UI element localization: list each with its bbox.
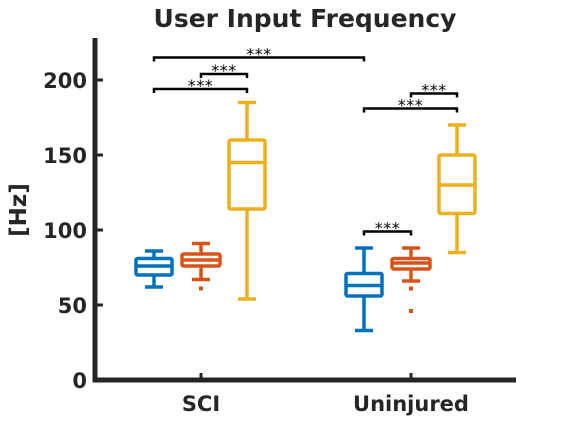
significance-label: *** [246, 45, 272, 64]
box-sci-3 [227, 100, 267, 301]
bracket-line [152, 87, 249, 93]
bracket-line [409, 92, 459, 98]
bracket-line [362, 107, 459, 113]
significance-label: *** [211, 61, 237, 80]
x-tick-label: SCI [182, 392, 220, 416]
x-tick-label: Uninjured [353, 392, 469, 416]
y-tick-label: 150 [43, 144, 87, 168]
chart-title: User Input Frequency [154, 4, 457, 33]
bracket-line [199, 72, 249, 78]
significance-bracket: *** [152, 76, 249, 95]
bracket-line [362, 230, 413, 236]
box-sci-2 [180, 241, 222, 291]
box-uninjured-3 [437, 123, 477, 255]
box-uninjured-1 [344, 246, 384, 333]
significance-label: *** [375, 219, 401, 238]
y-axis-label: [Hz] [6, 183, 32, 237]
significance-label: *** [421, 81, 447, 100]
significance-bracket: *** [362, 96, 459, 115]
significance-label: *** [398, 96, 424, 115]
outlier-point [199, 286, 203, 291]
outlier-point [409, 309, 413, 313]
bracket-line [152, 56, 366, 62]
significance-bracket: *** [199, 61, 249, 80]
significance-bracket: *** [362, 219, 413, 238]
box-uninjured-2 [390, 246, 432, 313]
significance-bracket: *** [409, 81, 459, 100]
box-sci-1 [134, 249, 174, 289]
significance-bracket: *** [152, 45, 366, 64]
outlier-point [409, 286, 413, 291]
y-tick-label: 200 [43, 69, 87, 93]
y-tick-label: 100 [43, 219, 87, 243]
y-tick-label: 0 [72, 369, 87, 393]
significance-label: *** [188, 76, 214, 95]
box-body [227, 138, 267, 211]
y-tick-label: 50 [58, 294, 87, 318]
